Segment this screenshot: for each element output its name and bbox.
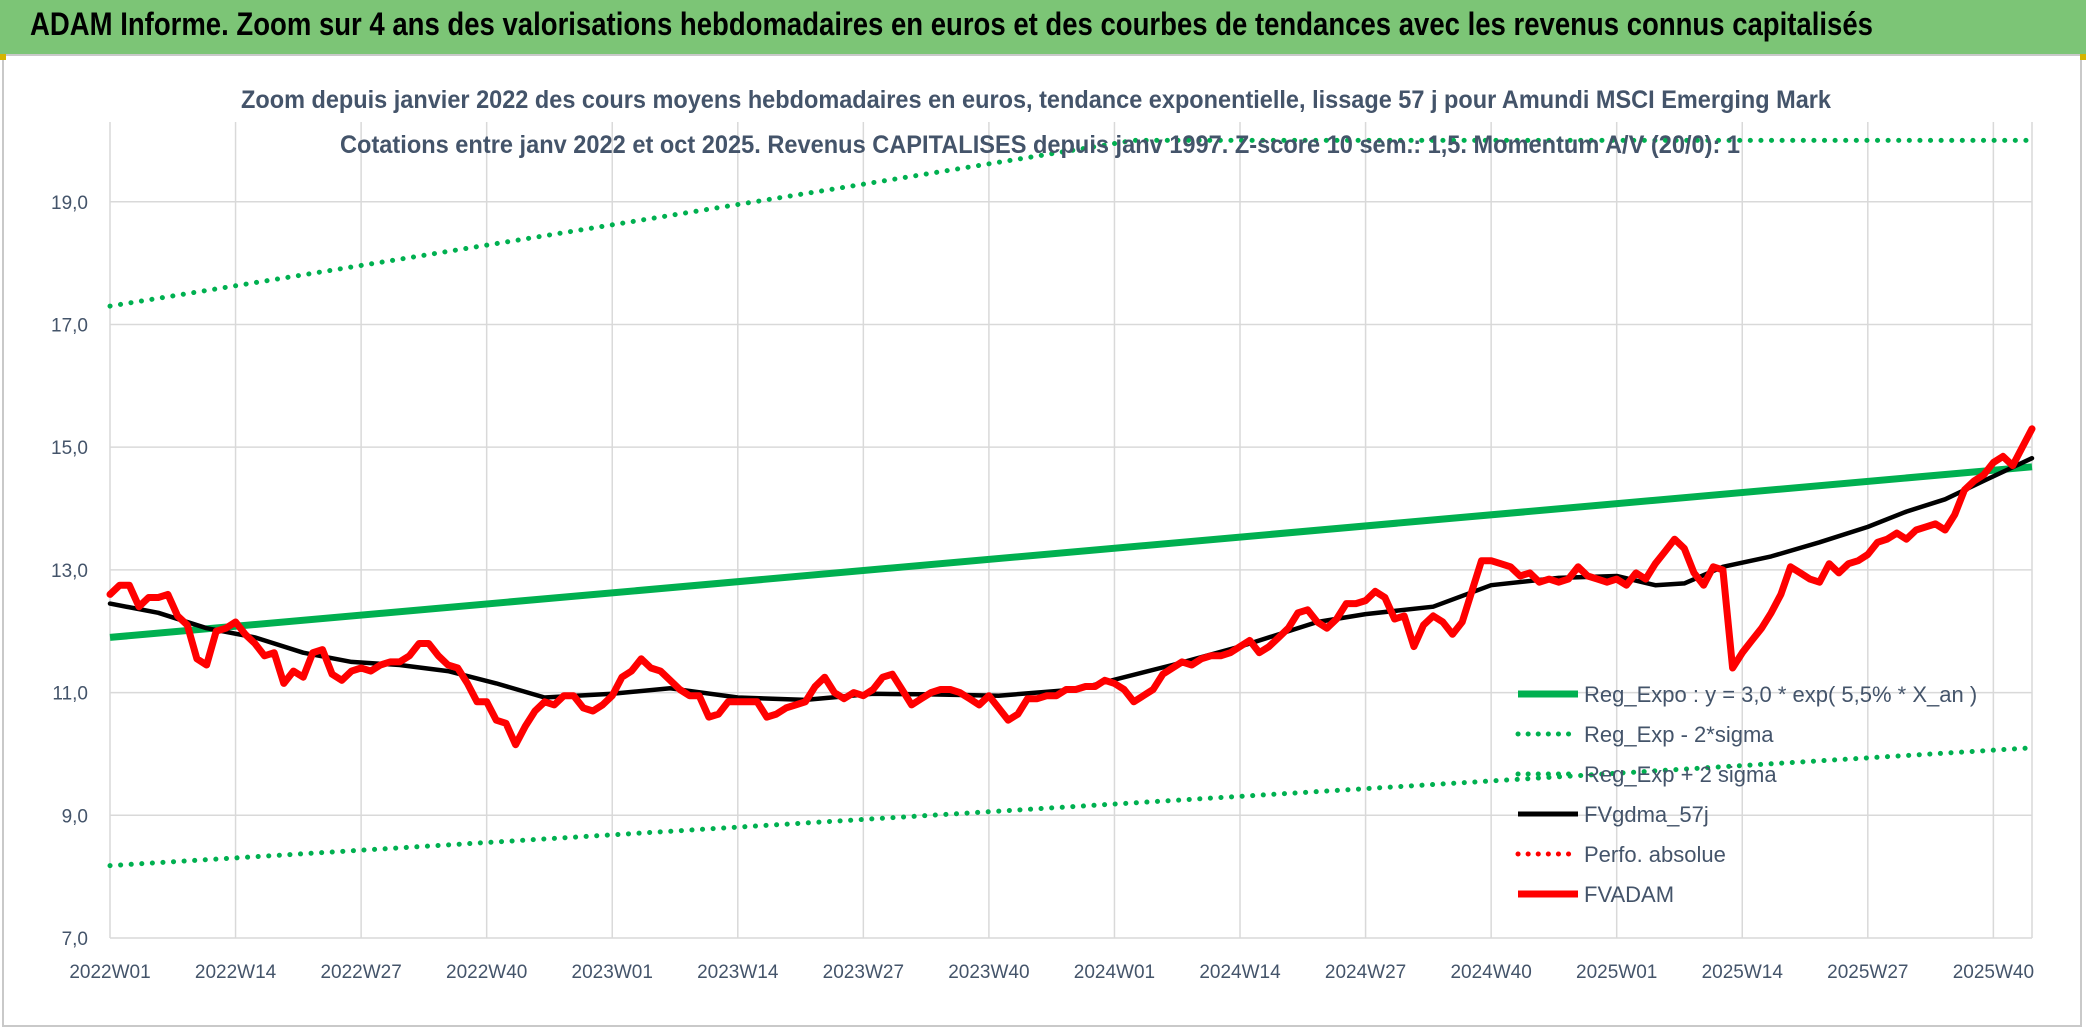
legend-item: Perfo. absolue bbox=[1515, 842, 1726, 867]
y-tick-label: 7,0 bbox=[62, 929, 88, 950]
x-tick-label: 2022W14 bbox=[195, 962, 277, 983]
legend: Reg_Expo : y = 3,0 * exp( 5,5% * X_an ) R… bbox=[1515, 682, 1977, 907]
series-line-reg-exp-2-sigma bbox=[107, 137, 2035, 309]
x-tick-label: 2023W40 bbox=[948, 962, 1029, 983]
legend-item: Reg_Expo : y = 3,0 * exp( 5,5% * X_an ) bbox=[1518, 682, 1977, 707]
x-tick-label: 2025W40 bbox=[1953, 962, 2034, 983]
legend-item: Reg_Exp + 2 sigma bbox=[1515, 762, 1777, 787]
y-axis-ticks: 7,0 9,0 11,0 13,0 15,0 17,0 19,0 bbox=[51, 193, 88, 950]
banner: ADAM Informe. Zoom sur 4 ans des valoris… bbox=[0, 0, 2086, 54]
x-tick-label: 2022W27 bbox=[320, 962, 401, 983]
legend-label: FVADAM bbox=[1584, 882, 1674, 907]
y-tick-label: 11,0 bbox=[52, 684, 88, 705]
legend-item: FVADAM bbox=[1518, 882, 1674, 907]
y-tick-label: 9,0 bbox=[62, 806, 88, 827]
series-line-reg-expo-y-3-0-exp-5-5-x-an bbox=[109, 463, 2033, 641]
x-tick-label: 2024W27 bbox=[1325, 962, 1406, 983]
legend-label: Perfo. absolue bbox=[1584, 842, 1726, 867]
x-tick-label: 2025W14 bbox=[1702, 962, 1784, 983]
y-tick-label: 19,0 bbox=[51, 193, 88, 214]
chart-grid bbox=[109, 122, 2033, 939]
x-axis-ticks: 2022W01 2022W14 2022W27 2022W40 2023W01 2023W… bbox=[69, 962, 2034, 983]
y-tick-label: 15,0 bbox=[51, 438, 88, 459]
x-tick-label: 2024W14 bbox=[1199, 962, 1281, 983]
x-tick-label: 2023W01 bbox=[572, 962, 653, 983]
x-tick-label: 2024W40 bbox=[1450, 962, 1531, 983]
legend-label: Reg_Exp + 2 sigma bbox=[1584, 762, 1777, 787]
legend-item: Reg_Exp - 2*sigma bbox=[1515, 722, 1774, 747]
x-tick-label: 2022W40 bbox=[446, 962, 527, 983]
frame-corner-right bbox=[2080, 54, 2086, 60]
legend-label: FVgdma_57j bbox=[1584, 802, 1709, 827]
chart-subtitle: Cotations entre janv 2022 et oct 2025. R… bbox=[340, 131, 1740, 159]
legend-item: FVgdma_57j bbox=[1518, 802, 1709, 827]
banner-title: ADAM Informe. Zoom sur 4 ans des valoris… bbox=[30, 6, 1873, 42]
series-line-fvadam bbox=[106, 425, 2036, 749]
x-tick-label: 2023W27 bbox=[823, 962, 904, 983]
y-tick-label: 17,0 bbox=[51, 315, 88, 336]
y-tick-label: 13,0 bbox=[51, 561, 88, 582]
x-tick-label: 2024W01 bbox=[1074, 962, 1155, 983]
series-layer bbox=[106, 137, 2036, 869]
x-tick-label: 2025W01 bbox=[1576, 962, 1657, 983]
x-tick-label: 2022W01 bbox=[69, 962, 150, 983]
legend-label: Reg_Exp - 2*sigma bbox=[1584, 722, 1774, 747]
series-line-reg-exp-2-sigma bbox=[107, 745, 2035, 869]
frame-corner-left bbox=[0, 54, 6, 60]
chart-title: Zoom depuis janvier 2022 des cours moyen… bbox=[241, 86, 1831, 114]
chart-frame bbox=[2, 54, 2082, 1027]
legend-label: Reg_Expo : y = 3,0 * exp( 5,5% * X_an ) bbox=[1584, 682, 1977, 707]
x-tick-label: 2025W27 bbox=[1827, 962, 1908, 983]
x-tick-label: 2023W14 bbox=[697, 962, 779, 983]
